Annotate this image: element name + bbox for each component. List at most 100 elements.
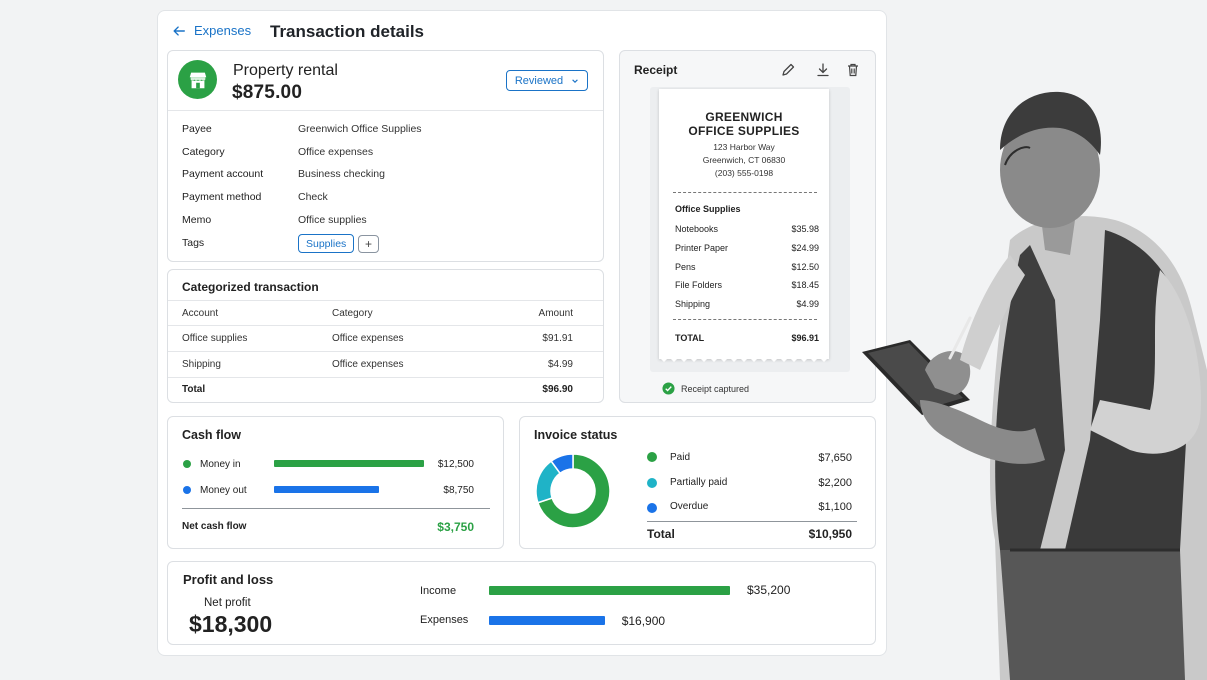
column-header-amount: Amount <box>538 308 573 319</box>
field-label-payment-method: Payment method <box>182 191 262 203</box>
divider <box>168 300 603 301</box>
add-tag-button[interactable]: + <box>358 235 379 253</box>
income-bar <box>489 586 730 595</box>
status-dropdown[interactable]: Reviewed <box>506 70 588 91</box>
net-cash-flow-value: $3,750 <box>437 520 474 534</box>
invoice-status-title: Invoice status <box>534 428 618 442</box>
net-cash-flow-label: Net cash flow <box>182 521 247 532</box>
receipt-divider <box>673 319 817 320</box>
net-profit-label: Net profit <box>204 597 251 609</box>
receipt-address2: Greenwich, CT 06830 <box>702 155 786 165</box>
money-out-value: $8,750 <box>443 485 474 496</box>
pencil-icon[interactable] <box>780 62 796 78</box>
field-label-payment-account: Payment account <box>182 168 264 180</box>
money-in-bar <box>274 460 424 467</box>
receipt-total-label: TOTAL <box>675 333 705 343</box>
divider <box>168 351 603 352</box>
field-value-payment-method: Check <box>298 191 328 203</box>
categorized-transaction-card: Categorized transaction Account Category… <box>167 269 604 403</box>
profit-and-loss-card: Profit and loss Net profit $18,300 Incom… <box>167 561 876 645</box>
receipt-item-name: File Folders <box>675 280 723 290</box>
income-value: $35,200 <box>747 583 791 597</box>
invoice-status-card: Invoice status Paid $7,650 Partially pai… <box>519 416 876 549</box>
income-label: Income <box>420 585 457 597</box>
back-label: Expenses <box>194 23 252 38</box>
cell-category: Office expenses <box>332 333 404 344</box>
paid-dot <box>647 452 657 462</box>
overdue-value: $1,100 <box>818 501 852 513</box>
partially-paid-dot <box>647 478 657 488</box>
paid-value: $7,650 <box>818 452 852 464</box>
transaction-card: Property rental $875.00 Reviewed Payee G… <box>167 50 604 262</box>
expenses-bar <box>489 616 605 625</box>
money-in-label: Money in <box>200 459 241 470</box>
field-label-tags: Tags <box>182 237 205 249</box>
transaction-amount: $875.00 <box>232 82 303 103</box>
tag-chip-supplies[interactable]: Supplies <box>298 234 355 253</box>
money-out-bar <box>274 486 379 493</box>
field-label-category: Category <box>182 146 225 158</box>
paid-slice <box>536 453 611 529</box>
receipt-address1: 123 Harbor Way <box>713 142 775 152</box>
receipt-total: $96.91 <box>791 333 819 343</box>
money-out-label: Money out <box>200 485 247 496</box>
receipt-store-line2: OFFICE SUPPLIES <box>688 124 800 138</box>
divider <box>168 110 603 111</box>
total-label: Total <box>182 384 206 395</box>
partially-paid-label: Partially paid <box>670 477 728 488</box>
receipt-item-price: $35.98 <box>791 224 819 234</box>
receipt-section: Office Supplies <box>675 204 741 214</box>
overdue-label: Overdue <box>670 501 709 512</box>
net-profit-value: $18,300 <box>189 611 273 637</box>
divider <box>647 521 857 522</box>
divider <box>168 377 603 378</box>
total-amount: $96.90 <box>542 384 573 395</box>
person-with-tablet-photo <box>862 91 1207 680</box>
receipt-store-line1: GREENWICH <box>705 110 783 124</box>
money-in-dot <box>183 460 191 468</box>
receipt-item-price: $12.50 <box>791 262 819 272</box>
table-row[interactable]: Shipping Office expenses $4.99 <box>168 352 603 377</box>
receipt-captured-status: Receipt captured <box>662 382 749 395</box>
cash-flow-title: Cash flow <box>182 428 242 442</box>
money-in-value: $12,500 <box>437 459 474 470</box>
trash-icon[interactable] <box>845 62 861 78</box>
receipt-item-name: Pens <box>675 262 696 272</box>
receipt-torn-edge <box>659 351 829 362</box>
divider <box>182 508 490 509</box>
receipt-item-name: Shipping <box>675 299 711 309</box>
overdue-slice <box>550 453 574 475</box>
table-row[interactable]: Office supplies Office expenses $91.91 <box>168 326 603 351</box>
field-value-memo: Office supplies <box>298 214 367 226</box>
receipt-item-price: $4.99 <box>796 299 819 309</box>
receipt-item-price: $24.99 <box>791 243 819 253</box>
cell-amount: $4.99 <box>547 359 573 370</box>
money-out-dot <box>183 486 191 494</box>
invoice-total-value: $10,950 <box>808 527 852 541</box>
receipt-item-price: $18.45 <box>791 280 819 290</box>
column-header-account: Account <box>182 308 219 319</box>
categorized-title: Categorized transaction <box>182 280 319 294</box>
field-value-payee: Greenwich Office Supplies <box>298 123 422 135</box>
invoice-total-label: Total <box>647 527 675 541</box>
storefront-icon <box>178 60 217 99</box>
field-value-payment-account: Business checking <box>298 168 385 180</box>
expenses-value: $16,900 <box>621 614 666 628</box>
back-to-expenses-link[interactable]: Expenses <box>172 23 251 38</box>
transaction-details-panel: Expenses Transaction details Property re… <box>157 10 887 656</box>
check-circle-icon <box>662 382 675 395</box>
download-icon[interactable] <box>815 62 831 78</box>
partially-paid-value: $2,200 <box>818 477 852 489</box>
page-title: Transaction details <box>270 22 424 41</box>
field-label-memo: Memo <box>182 214 212 226</box>
invoice-donut-chart <box>535 453 611 529</box>
field-value-category: Office expenses <box>298 146 374 158</box>
receipt-image: GREENWICH OFFICE SUPPLIES 123 Harbor Way… <box>659 89 829 359</box>
overdue-dot <box>647 503 657 513</box>
receipt-title: Receipt <box>634 63 678 77</box>
status-label: Reviewed <box>514 74 564 87</box>
cell-amount: $91.91 <box>542 333 573 344</box>
cash-flow-card: Cash flow Money in $12,500 Money out $8,… <box>167 416 504 549</box>
receipt-item-name: Printer Paper <box>675 243 729 253</box>
expenses-label: Expenses <box>420 614 469 626</box>
